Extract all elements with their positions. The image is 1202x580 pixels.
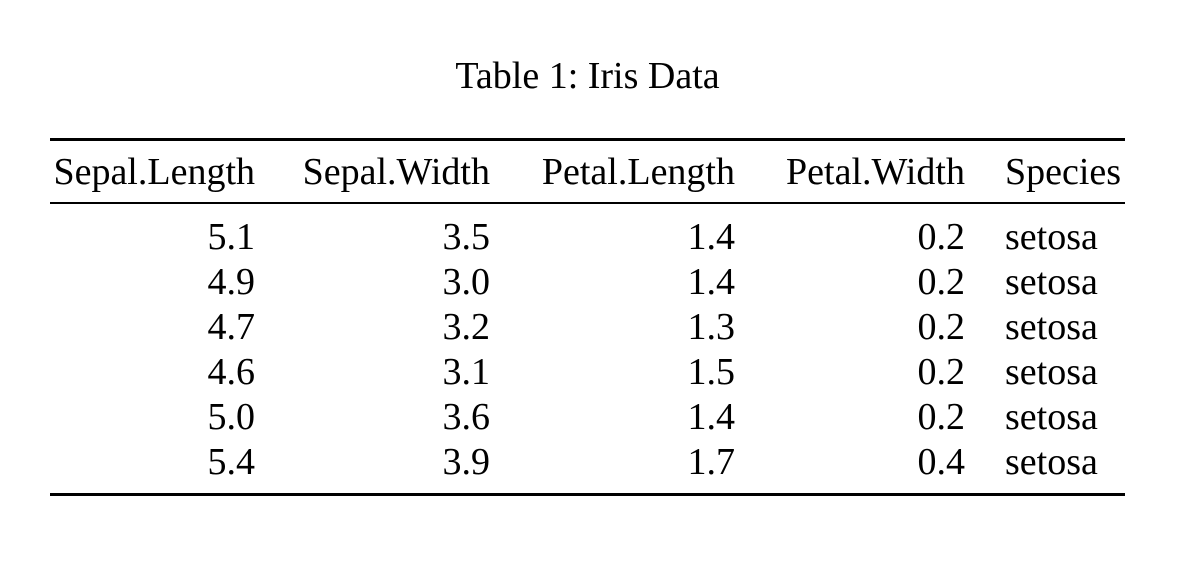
table-row: 5.1 3.5 1.4 0.2 setosa [50,203,1125,260]
table-row: 5.4 3.9 1.7 0.4 setosa [50,440,1125,495]
table-caption: Table 1: Iris Data [455,55,720,97]
value-cell: 0.2 [917,306,966,348]
value-cell: 0.2 [917,351,966,393]
table-row: 4.7 3.2 1.3 0.2 setosa [50,305,1125,350]
value-cell: 1.4 [687,261,736,303]
column-header: Sepal.Width [255,139,490,204]
column-header: Species [965,139,1125,204]
value-cell: 3.2 [442,306,491,348]
species-cell: setosa [1005,261,1098,303]
value-cell: 4.9 [207,261,256,303]
species-cell: setosa [1005,441,1098,483]
column-header: Petal.Width [735,139,965,204]
value-cell: 1.4 [687,216,736,258]
species-cell: setosa [1005,396,1098,438]
iris-data-table: Sepal.Length Sepal.Width Petal.Length Petal… [50,138,1125,496]
species-cell: setosa [1005,216,1098,258]
value-cell: 4.6 [207,351,256,393]
table-body: 5.1 3.5 1.4 0.2 setosa 4.9 3.0 1.4 0.2 setosa 4.7 3… [50,203,1125,495]
value-cell: 5.0 [207,396,256,438]
value-cell: 5.1 [207,216,256,258]
column-header: Sepal.Length [50,139,255,204]
column-header: Petal.Length [490,139,735,204]
value-cell: 1.4 [687,396,736,438]
value-cell: 0.2 [917,396,966,438]
value-cell: 0.4 [917,441,966,483]
value-cell: 3.9 [442,441,491,483]
value-cell: 0.2 [917,261,966,303]
value-cell: 1.7 [687,441,736,483]
table-row: 4.6 3.1 1.5 0.2 setosa [50,350,1125,395]
value-cell: 3.5 [442,216,491,258]
value-cell: 3.1 [442,351,491,393]
table-row: 5.0 3.6 1.4 0.2 setosa [50,395,1125,440]
value-cell: 4.7 [207,306,256,348]
value-cell: 0.2 [917,216,966,258]
species-cell: setosa [1005,306,1098,348]
header-row: Sepal.Length Sepal.Width Petal.Length Petal… [50,139,1125,204]
table-row: 4.9 3.0 1.4 0.2 setosa [50,260,1125,305]
value-cell: 1.3 [687,306,736,348]
value-cell: 3.6 [442,396,491,438]
value-cell: 1.5 [687,351,736,393]
table-header-row: Sepal.Length Sepal.Width Petal.Length Petal… [50,139,1125,204]
species-cell: setosa [1005,351,1098,393]
value-cell: 3.0 [442,261,491,303]
table-block: Table 1: Iris Data Sepal.Length Sepal.Wid… [50,0,1125,496]
value-cell: 5.4 [207,441,256,483]
